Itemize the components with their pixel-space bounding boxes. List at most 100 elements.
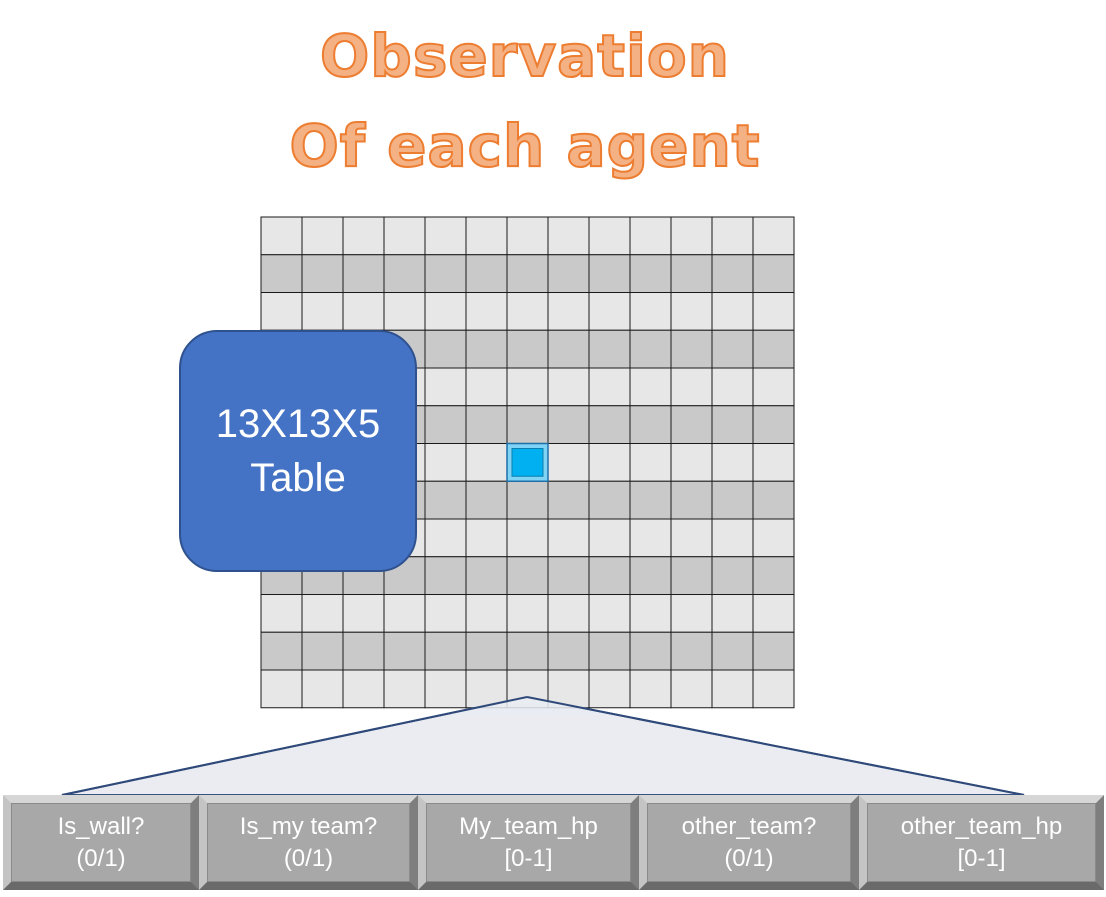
feature-name: other_team_hp [900, 812, 1063, 840]
grid-cell [588, 556, 631, 595]
grid-cell [629, 405, 672, 444]
grid-cell [260, 594, 303, 633]
grid-cell [711, 329, 754, 369]
grid-cell [629, 518, 672, 558]
grid-cell [383, 669, 426, 709]
grid-cell [506, 518, 549, 558]
grid-cell [588, 254, 631, 293]
grid-cell [711, 669, 754, 709]
grid-cell [424, 216, 467, 256]
grid-cell [670, 443, 713, 482]
grid-cell [752, 518, 795, 558]
grid-cell [547, 669, 590, 709]
grid-cell [260, 631, 303, 671]
grid-cell [547, 443, 590, 482]
grid-cell [588, 594, 631, 633]
wedge-edge-right [526, 696, 1025, 796]
grid-cell [383, 254, 426, 293]
grid-cell [547, 480, 590, 520]
grid-cell [629, 594, 672, 633]
grid-cell [465, 518, 508, 558]
grid-cell [670, 405, 713, 444]
grid-cell [670, 367, 713, 407]
feature-is-wall: Is_wall? (0/1) [3, 795, 199, 890]
table-shape-callout: 13X13X5 Table [179, 330, 417, 572]
grid-cell [342, 669, 385, 709]
grid-cell [752, 669, 795, 709]
grid-cell [424, 405, 467, 444]
title-line-1: Observation [319, 21, 730, 91]
grid-cell [629, 254, 672, 293]
grid-cell [711, 556, 754, 595]
grid-cell [465, 631, 508, 671]
grid-cell [629, 329, 672, 369]
grid-cell [424, 292, 467, 331]
grid-cell [588, 480, 631, 520]
wedge-edge-left [61, 696, 528, 796]
grid-cell [260, 216, 303, 256]
grid-cell [629, 480, 672, 520]
grid-cell [752, 631, 795, 671]
grid-cell [711, 480, 754, 520]
grid-cell [670, 216, 713, 256]
grid-cell [383, 594, 426, 633]
grid-cell [711, 443, 754, 482]
grid-cell [629, 216, 672, 256]
grid-cell [629, 443, 672, 482]
grid-cell [342, 594, 385, 633]
grid-cell [383, 216, 426, 256]
grid-cell [506, 292, 549, 331]
grid-cell [752, 556, 795, 595]
grid-cell [752, 443, 795, 482]
grid-cell [506, 405, 549, 444]
grid-cell [424, 254, 467, 293]
title-line-2: Of each agent [288, 111, 761, 181]
grid-cell [711, 216, 754, 256]
feature-range: [0-1] [957, 844, 1006, 872]
grid-cell [260, 254, 303, 293]
grid-cell [752, 254, 795, 293]
grid-cell [465, 292, 508, 331]
grid-cell [301, 594, 344, 633]
feature-name: My_team_hp [459, 812, 598, 840]
grid-cell [424, 443, 467, 482]
grid-cell [465, 254, 508, 293]
grid-cell [301, 254, 344, 293]
feature-other-team-hp: other_team_hp [0-1] [859, 795, 1104, 890]
grid-cell [670, 254, 713, 293]
grid-cell [547, 292, 590, 331]
grid-cell [424, 594, 467, 633]
grid-cell [424, 669, 467, 709]
grid-cell [465, 443, 508, 482]
grid-cell [711, 367, 754, 407]
grid-cell [752, 292, 795, 331]
grid-cell [465, 405, 508, 444]
feature-name: Is_my team? [239, 812, 378, 840]
grid-cell [547, 631, 590, 671]
grid-cell [629, 669, 672, 709]
grid-cell [424, 518, 467, 558]
grid-cell [711, 292, 754, 331]
grid-cell [301, 631, 344, 671]
grid-cell [547, 216, 590, 256]
grid-cell [383, 631, 426, 671]
callout-line-2: Table [250, 456, 346, 500]
grid-cell [342, 216, 385, 256]
feature-range: (0/1) [76, 844, 126, 872]
grid-cell [301, 669, 344, 709]
grid-cell [506, 367, 549, 407]
feature-my-team-hp: My_team_hp [0-1] [418, 795, 639, 890]
grid-cell [670, 329, 713, 369]
grid-cell [588, 216, 631, 256]
grid-cell [588, 292, 631, 331]
grid-cell [547, 594, 590, 633]
grid-cell [752, 480, 795, 520]
expansion-wedge-overlay [448, 697, 606, 714]
grid-cell [465, 367, 508, 407]
grid-cell [670, 556, 713, 595]
grid-cell [424, 480, 467, 520]
grid-cell [547, 556, 590, 595]
feature-range: (0/1) [724, 844, 774, 872]
feature-range: [0-1] [504, 844, 553, 872]
